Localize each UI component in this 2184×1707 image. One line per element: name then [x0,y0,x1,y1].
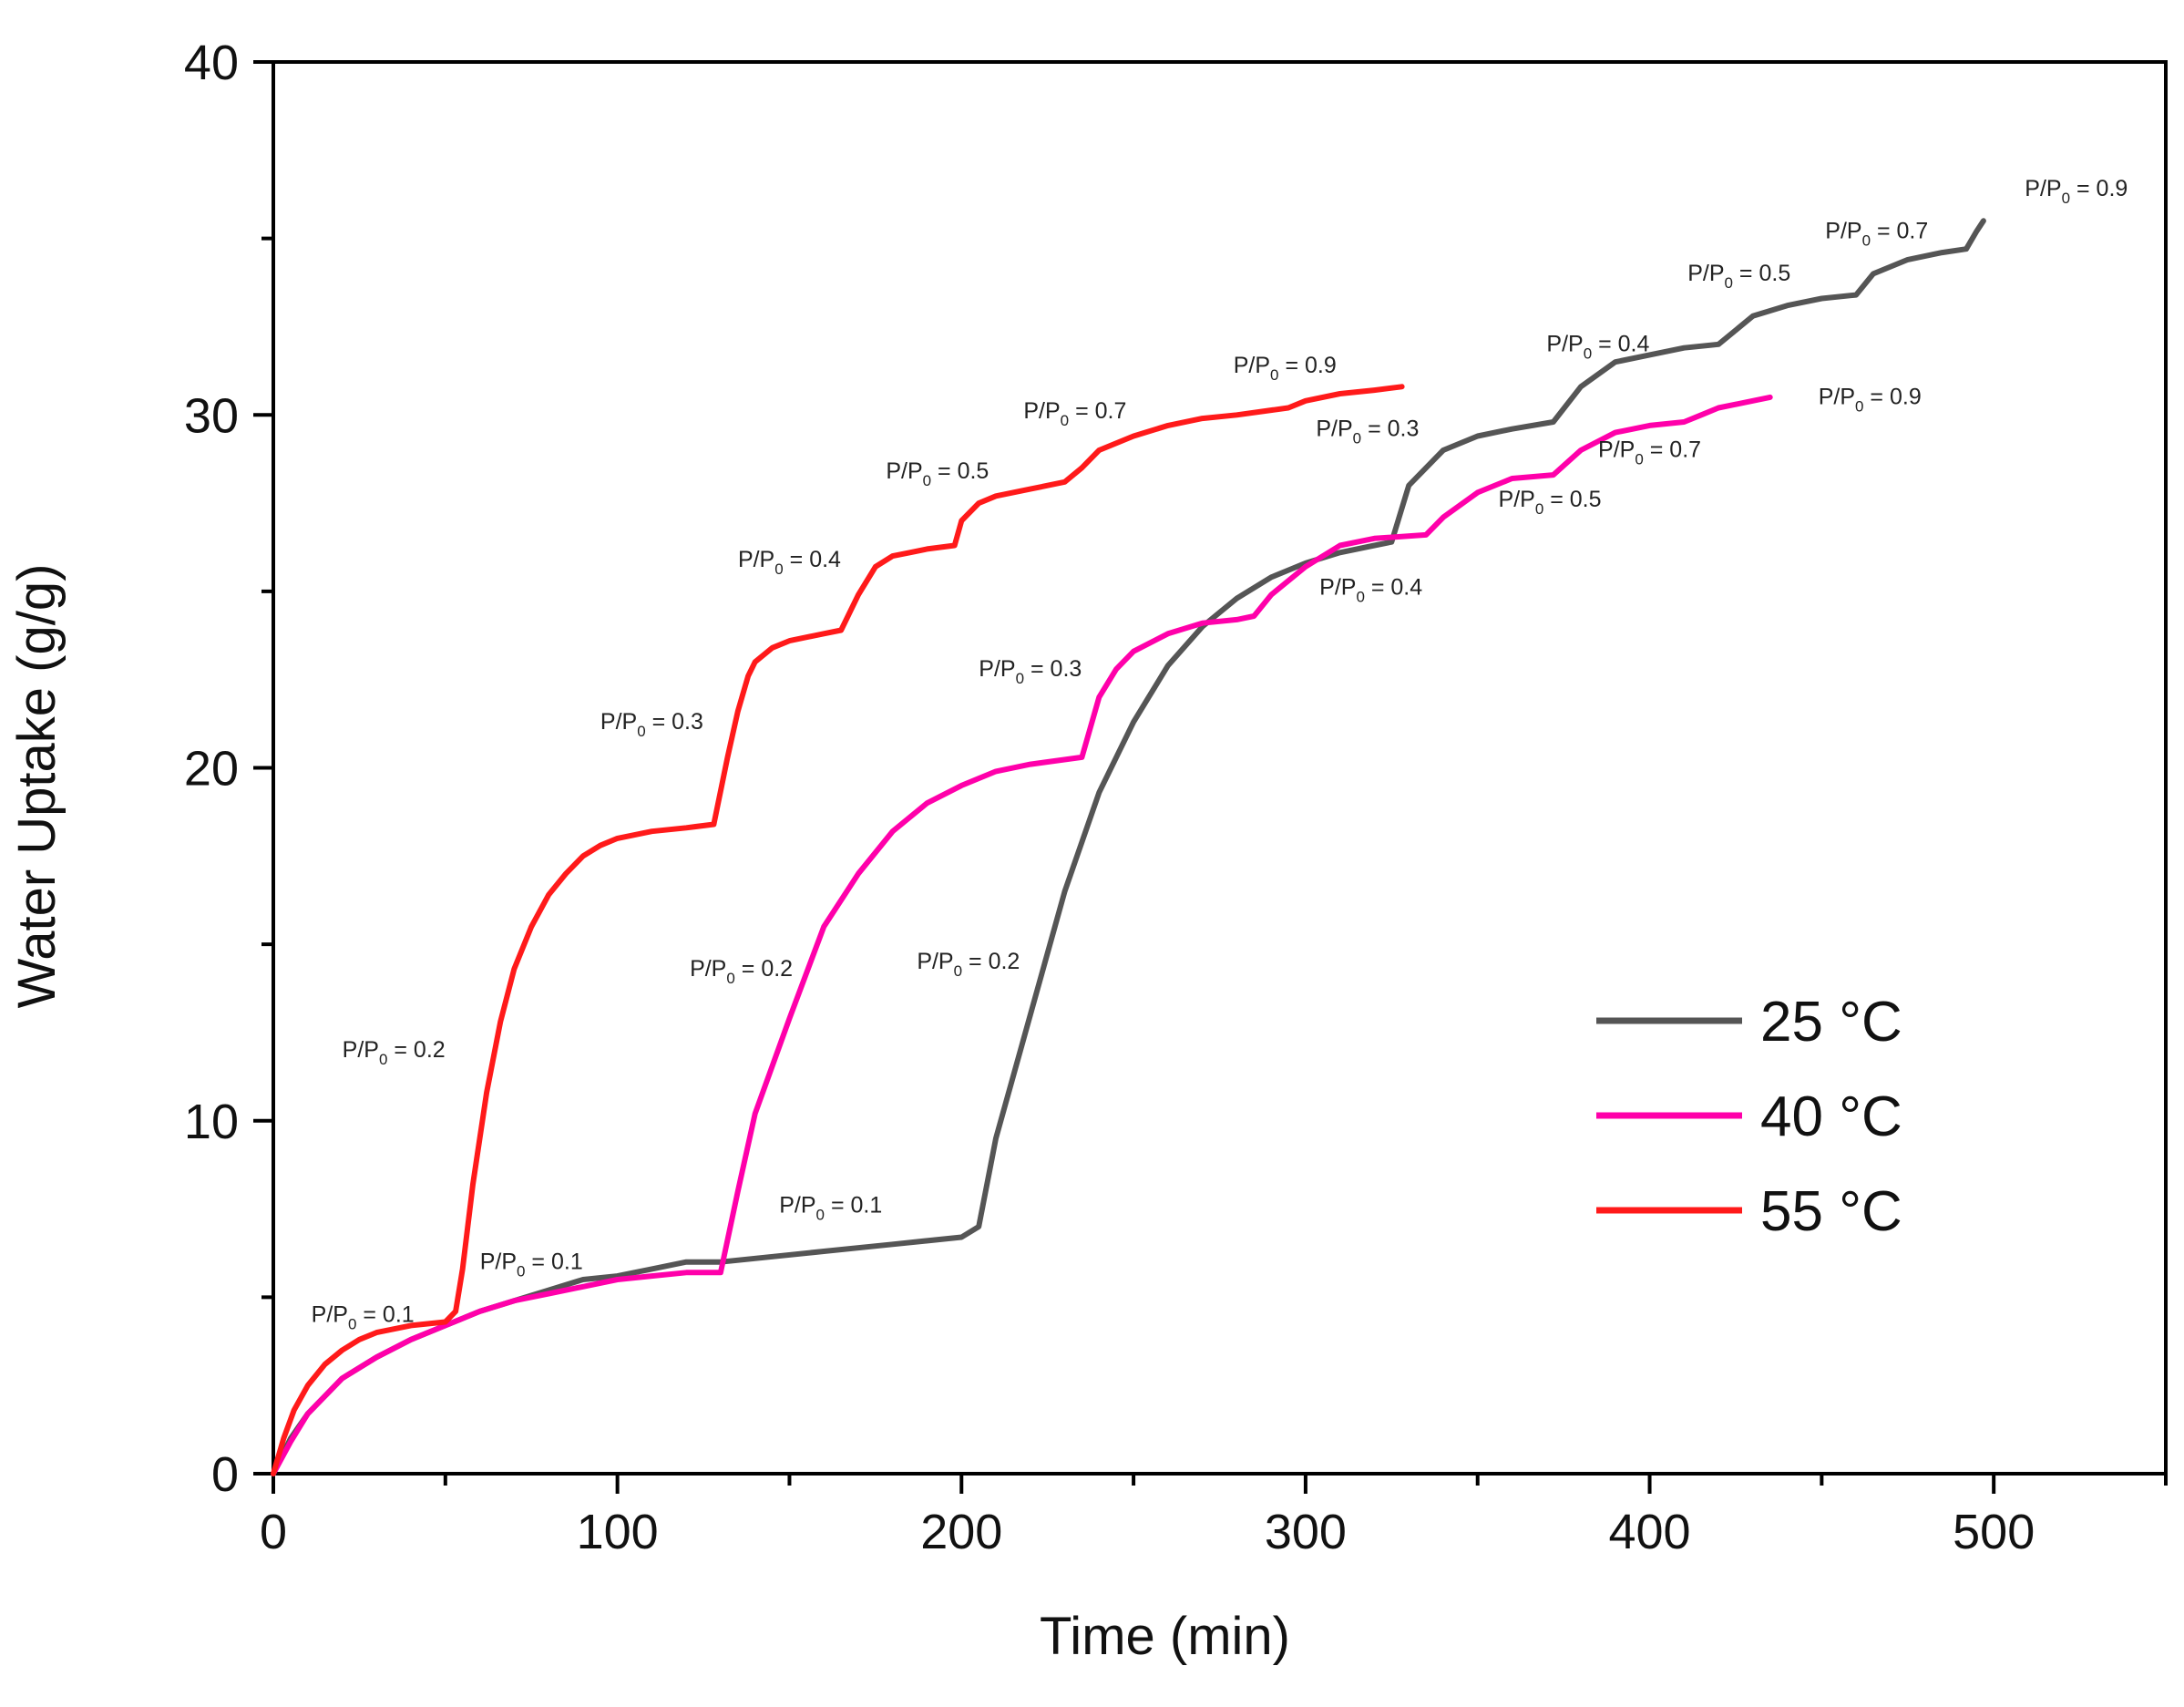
legend-label: 25 °C [1760,991,1902,1054]
pressure-annotation: P/P0 = 0.3 [600,709,703,740]
pressure-annotation: P/P0 = 0.4 [738,547,841,578]
pressure-annotation: P/P0 = 0.3 [979,656,1082,687]
x-tick-label: 400 [1608,1505,1690,1559]
y-tick-label: 20 [184,742,239,797]
legend: 25 °C 40 °C 55 °C [1596,991,1902,1243]
pressure-annotation: P/P0 = 0.7 [1825,219,1928,250]
pressure-annotation: P/P0 = 0.7 [1023,398,1126,429]
y-axis-title: Water Uptake (g/g) [7,564,67,1009]
series-line-1 [271,394,1773,1476]
series-line-2 [271,384,1405,1476]
pressure-annotation: P/P0 = 0.3 [1316,416,1419,447]
pressure-annotation: P/P0 = 0.1 [480,1249,583,1280]
x-tick-label: 500 [1953,1505,2035,1559]
pressure-annotation: P/P0 = 0.9 [1819,385,1922,416]
x-tick-label: 100 [577,1505,659,1559]
y-tick-label: 40 [184,36,239,90]
x-axis-title: Time (min) [1040,1607,1290,1666]
pressure-annotation: P/P0 = 0.1 [312,1301,415,1332]
x-tick-label: 300 [1265,1505,1347,1559]
pressure-annotation: P/P0 = 0.2 [343,1037,446,1068]
pressure-annotation: P/P0 = 0.5 [1687,261,1790,292]
legend-label: 40 °C [1760,1085,1902,1148]
y-tick-label: 0 [211,1447,239,1502]
pressure-annotation: P/P0 = 0.5 [886,458,989,489]
axis-ticks: 0 100 200 300 400 500 0 10 20 30 40 [184,36,2168,1559]
series-layer [271,218,1986,1476]
pressure-annotation: P/P0 = 0.5 [1499,487,1602,518]
pressure-annotation: P/P0 = 0.1 [779,1192,882,1223]
annotation-layer: P/P0 = 0.1 P/P0 = 0.2 P/P0 = 0.3 P/P0 = 0.4… [312,176,2128,1332]
x-tick-label: 200 [920,1505,1002,1559]
x-tick-label: 0 [260,1505,287,1559]
y-tick-label: 10 [184,1095,239,1149]
pressure-annotation: P/P0 = 0.9 [2025,176,2128,207]
pressure-annotation: P/P0 = 0.2 [690,956,793,987]
pressure-annotation: P/P0 = 0.9 [1234,353,1337,384]
pressure-annotation: P/P0 = 0.7 [1598,437,1701,468]
legend-label: 55 °C [1760,1180,1902,1243]
series-line-0 [271,218,1986,1476]
y-tick-label: 30 [184,388,239,443]
pressure-annotation: P/P0 = 0.2 [917,949,1020,980]
pressure-annotation: P/P0 = 0.4 [1319,575,1422,606]
pressure-annotation: P/P0 = 0.4 [1546,332,1649,363]
